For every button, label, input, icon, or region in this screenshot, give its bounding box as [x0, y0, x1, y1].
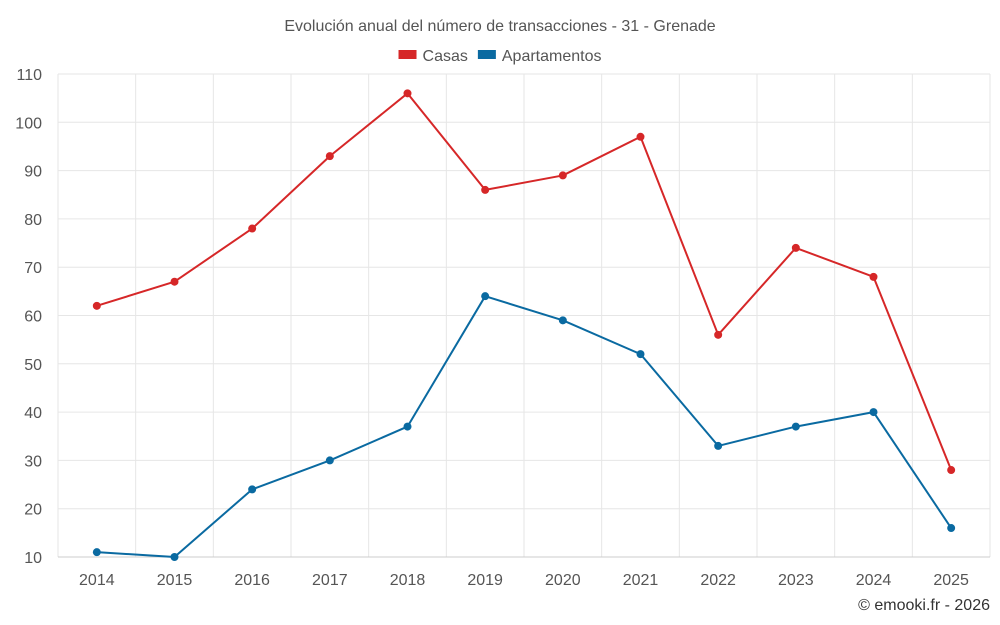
axes: 10 20 30 40 50 60 70 80 90 100 110 2014 2015 2016 2017… [15, 67, 990, 589]
x-tick-label: 2018 [390, 572, 426, 589]
data-point-casas[interactable] [869, 272, 878, 281]
y-tick-label: 30 [24, 453, 42, 470]
data-point-apartamentos[interactable] [558, 316, 567, 325]
data-point-casas[interactable] [714, 330, 723, 339]
y-tick-label: 100 [15, 115, 42, 132]
data-point-apartamentos[interactable] [325, 456, 334, 465]
x-tick-label: 2019 [467, 572, 503, 589]
y-tick-label: 60 [24, 309, 42, 326]
series-line-casas [96, 92, 953, 471]
data-point-apartamentos[interactable] [170, 553, 179, 561]
legend-label: Casas [423, 48, 468, 65]
data-point-casas[interactable] [92, 301, 101, 310]
y-tick-label: 90 [24, 164, 42, 181]
x-tick-label: 2020 [545, 572, 581, 589]
grid [57, 73, 991, 558]
x-tick-label: 2015 [157, 572, 193, 589]
y-tick-label: 10 [24, 550, 42, 567]
series-casas [92, 89, 956, 475]
series-apartamentos [92, 292, 956, 561]
x-tick-label: 2014 [79, 572, 115, 589]
data-point-apartamentos[interactable] [947, 524, 956, 533]
legend-swatch [477, 50, 496, 59]
y-tick-label: 20 [24, 502, 42, 519]
x-tick-label: 2016 [234, 572, 270, 589]
data-point-casas[interactable] [947, 466, 956, 475]
y-tick-label: 80 [24, 212, 42, 229]
legend[interactable]: Casas Apartamentos [398, 48, 602, 65]
data-point-casas[interactable] [636, 132, 645, 141]
data-point-apartamentos[interactable] [403, 422, 412, 431]
legend-item-casas[interactable]: Casas [398, 48, 468, 65]
data-point-apartamentos[interactable] [636, 350, 645, 359]
data-point-casas[interactable] [325, 152, 334, 161]
data-point-apartamentos[interactable] [92, 548, 101, 557]
data-point-apartamentos[interactable] [714, 441, 723, 450]
credit-text: © emooki.fr - 2026 [858, 597, 990, 614]
legend-label: Apartamentos [502, 48, 602, 65]
x-tick-label: 2023 [778, 572, 814, 589]
legend-swatch [398, 50, 417, 59]
legend-item-apartamentos[interactable]: Apartamentos [477, 48, 602, 65]
data-point-casas[interactable] [403, 89, 412, 98]
x-tick-label: 2024 [856, 572, 892, 589]
series [92, 89, 956, 561]
data-point-casas[interactable] [248, 224, 257, 233]
chart-title: Evolución anual del número de transaccio… [284, 18, 715, 35]
y-tick-label: 110 [16, 67, 42, 84]
data-point-casas[interactable] [481, 185, 490, 194]
y-tick-label: 50 [24, 357, 42, 374]
data-point-casas[interactable] [558, 171, 567, 180]
x-tick-label: 2025 [933, 572, 969, 589]
y-tick-label: 70 [24, 260, 42, 277]
data-point-apartamentos[interactable] [791, 422, 800, 431]
data-point-casas[interactable] [170, 277, 179, 286]
x-tick-label: 2017 [312, 572, 348, 589]
data-point-apartamentos[interactable] [869, 408, 878, 417]
x-tick-label: 2021 [623, 572, 659, 589]
data-point-apartamentos[interactable] [248, 485, 257, 494]
y-tick-label: 40 [24, 405, 42, 422]
data-point-casas[interactable] [791, 243, 800, 252]
data-point-apartamentos[interactable] [481, 292, 490, 301]
x-tick-label: 2022 [700, 572, 736, 589]
series-line-apartamentos [96, 295, 953, 558]
